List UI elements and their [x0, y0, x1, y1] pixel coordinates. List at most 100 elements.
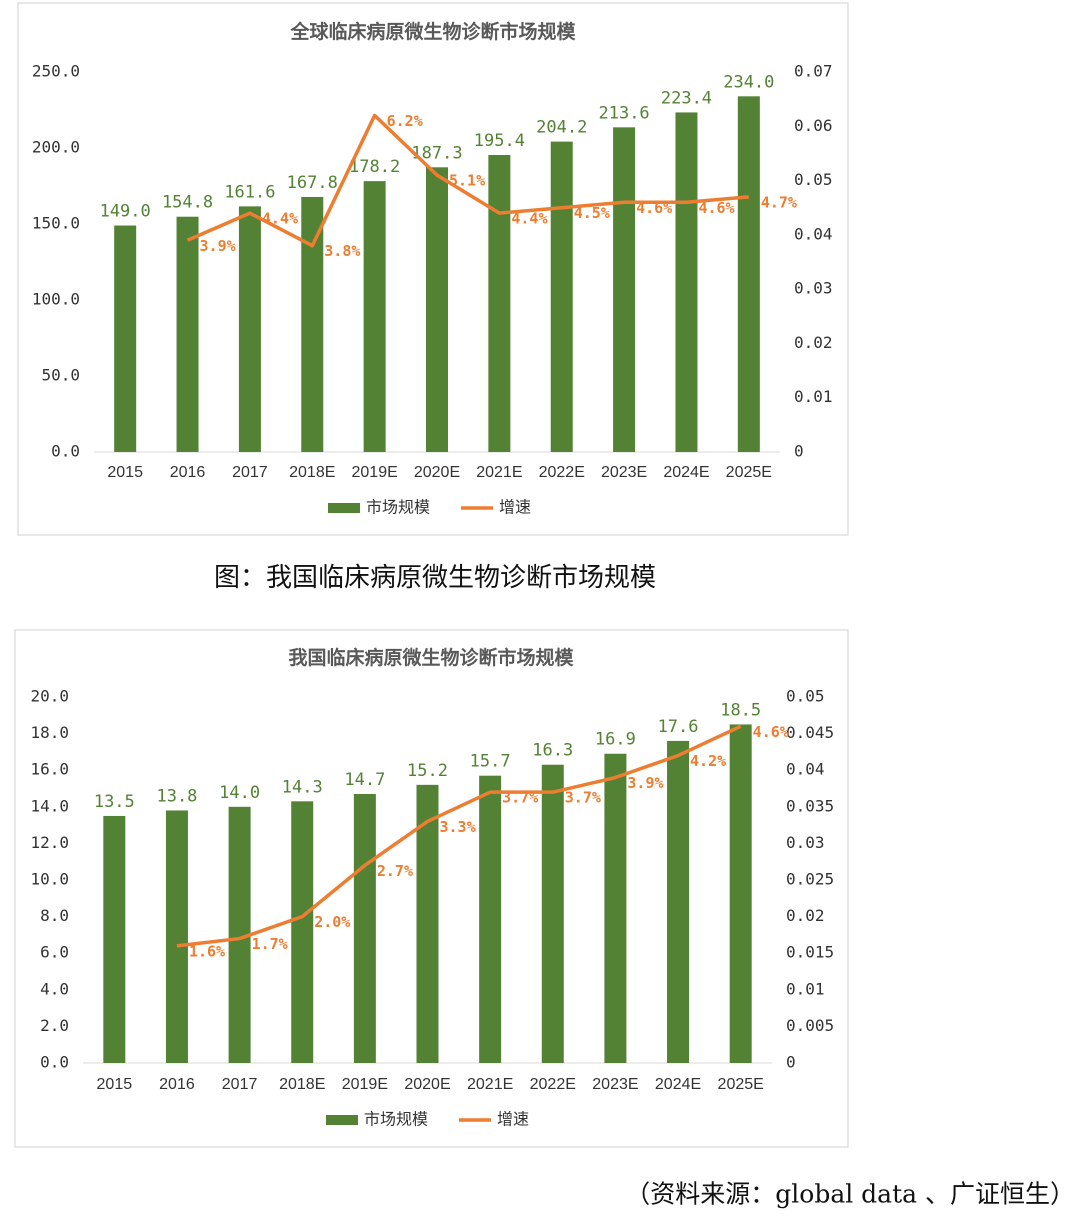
x-tick-label: 2025E — [726, 464, 772, 481]
bar — [103, 815, 126, 1063]
bar-value-label: 223.4 — [661, 88, 712, 108]
x-tick-label: 2025E — [718, 1076, 764, 1093]
x-tick-label: 2017 — [222, 1076, 258, 1093]
bar-value-label: 213.6 — [598, 103, 649, 123]
y-tick-label: 4.0 — [40, 979, 69, 998]
bar — [604, 753, 627, 1063]
bar-value-label: 14.0 — [219, 783, 260, 803]
y-tick-label: 20.0 — [30, 687, 69, 706]
bar-value-label: 16.9 — [595, 730, 636, 750]
y-tick-label: 250.0 — [32, 62, 80, 81]
line-value-label: 4.2% — [690, 752, 726, 770]
line-value-label: 3.7% — [502, 789, 538, 807]
bar-value-label: 15.7 — [470, 752, 511, 772]
line-value-label: 1.7% — [252, 935, 288, 953]
x-tick-label: 2023E — [601, 464, 647, 481]
y-tick-label: 8.0 — [40, 906, 69, 925]
y2-tick-label: 0.03 — [794, 279, 833, 298]
y2-tick-label: 0.005 — [786, 1016, 834, 1035]
bar-value-label: 204.2 — [536, 118, 587, 138]
y2-tick-label: 0.07 — [794, 62, 833, 81]
y2-tick-label: 0.06 — [794, 116, 833, 135]
growth-line — [186, 113, 749, 248]
y-tick-label: 200.0 — [32, 138, 80, 157]
x-tick-label: 2024E — [655, 1076, 701, 1093]
line-value-label: 6.2% — [387, 112, 423, 130]
x-tick-label: 2021E — [467, 1076, 513, 1093]
y2-tick-label: 0.04 — [786, 760, 825, 779]
x-tick-label: 2016 — [170, 464, 206, 481]
x-tick-label: 2017 — [232, 464, 268, 481]
y-tick-label: 2.0 — [40, 1016, 69, 1035]
x-tick-label: 2015 — [107, 464, 143, 481]
line-value-label: 3.8% — [324, 242, 360, 260]
bar-value-label: 187.3 — [411, 143, 462, 163]
line-value-label: 4.7% — [761, 193, 797, 211]
y-tick-label: 0.0 — [40, 1053, 69, 1072]
bar — [416, 784, 439, 1063]
line-value-label: 3.3% — [440, 818, 476, 836]
bar-value-label: 14.3 — [282, 777, 323, 797]
y2-tick-label: 0.01 — [786, 979, 825, 998]
y-tick-label: 50.0 — [41, 366, 80, 385]
bar-value-label: 154.8 — [162, 193, 213, 213]
chart-title: 我国临床病原微生物诊断市场规模 — [288, 646, 574, 669]
line-value-label: 1.6% — [189, 942, 225, 960]
bar — [479, 775, 502, 1063]
line-value-label: 3.7% — [565, 789, 601, 807]
y2-tick-label: 0.02 — [794, 333, 833, 352]
x-tick-label: 2024E — [663, 464, 709, 481]
x-tick-label: 2019E — [352, 464, 398, 481]
bar — [488, 154, 511, 452]
line-value-label: 4.4% — [511, 210, 547, 228]
bar-value-label: 167.8 — [287, 173, 338, 193]
line-value-label: 2.0% — [314, 913, 350, 931]
bar — [541, 764, 564, 1063]
y2-tick-label: 0.05 — [786, 687, 825, 706]
y2-tick-label: 0.05 — [794, 170, 833, 189]
x-tick-label: 2019E — [342, 1076, 388, 1093]
y-tick-label: 100.0 — [32, 290, 80, 309]
y2-tick-label: 0.03 — [786, 833, 825, 852]
bar — [176, 216, 199, 452]
y2-tick-label: 0.04 — [794, 224, 833, 243]
legend-swatch — [328, 503, 360, 513]
bar-value-label: 18.5 — [720, 700, 761, 720]
line-value-label: 4.4% — [262, 210, 298, 228]
line-value-label: 3.9% — [200, 237, 236, 255]
x-tick-label: 2022E — [539, 464, 585, 481]
x-tick-label: 2020E — [404, 1076, 450, 1093]
y2-tick-label: 0 — [786, 1053, 796, 1072]
bar — [238, 206, 261, 452]
y-tick-label: 16.0 — [30, 760, 69, 779]
x-tick-label: 2021E — [476, 464, 522, 481]
x-tick-label: 2022E — [530, 1076, 576, 1093]
bar — [737, 96, 760, 452]
bar-value-label: 161.6 — [224, 182, 275, 202]
legend-label: 增速 — [497, 1110, 529, 1129]
line-value-label: 2.7% — [377, 862, 413, 880]
bar — [291, 801, 314, 1063]
bar-value-label: 17.6 — [658, 717, 699, 737]
y2-tick-label: 0.045 — [786, 723, 834, 742]
bar-value-label: 178.2 — [349, 157, 400, 177]
bar — [363, 181, 386, 453]
y2-tick-label: 0.015 — [786, 943, 834, 962]
bar — [228, 806, 251, 1063]
legend-label: 增速 — [499, 498, 531, 517]
figure-caption: 图：我国临床病原微生物诊断市场规模 — [214, 563, 656, 593]
bar-value-label: 14.7 — [344, 770, 385, 790]
bar-value-label: 195.4 — [474, 131, 525, 151]
y2-tick-label: 0.025 — [786, 870, 834, 889]
x-tick-label: 2018E — [279, 1076, 325, 1093]
bar — [301, 196, 324, 452]
bar-value-label: 15.2 — [407, 761, 448, 781]
legend-label: 市场规模 — [364, 1110, 428, 1129]
y2-tick-label: 0.02 — [786, 906, 825, 925]
bar-value-label: 13.5 — [94, 792, 135, 812]
x-tick-label: 2023E — [592, 1076, 638, 1093]
source-note: （资料来源：global data 、广证恒生） — [625, 1180, 1075, 1209]
bar — [667, 740, 690, 1063]
bar — [165, 810, 188, 1063]
bar-value-label: 16.3 — [532, 741, 573, 761]
